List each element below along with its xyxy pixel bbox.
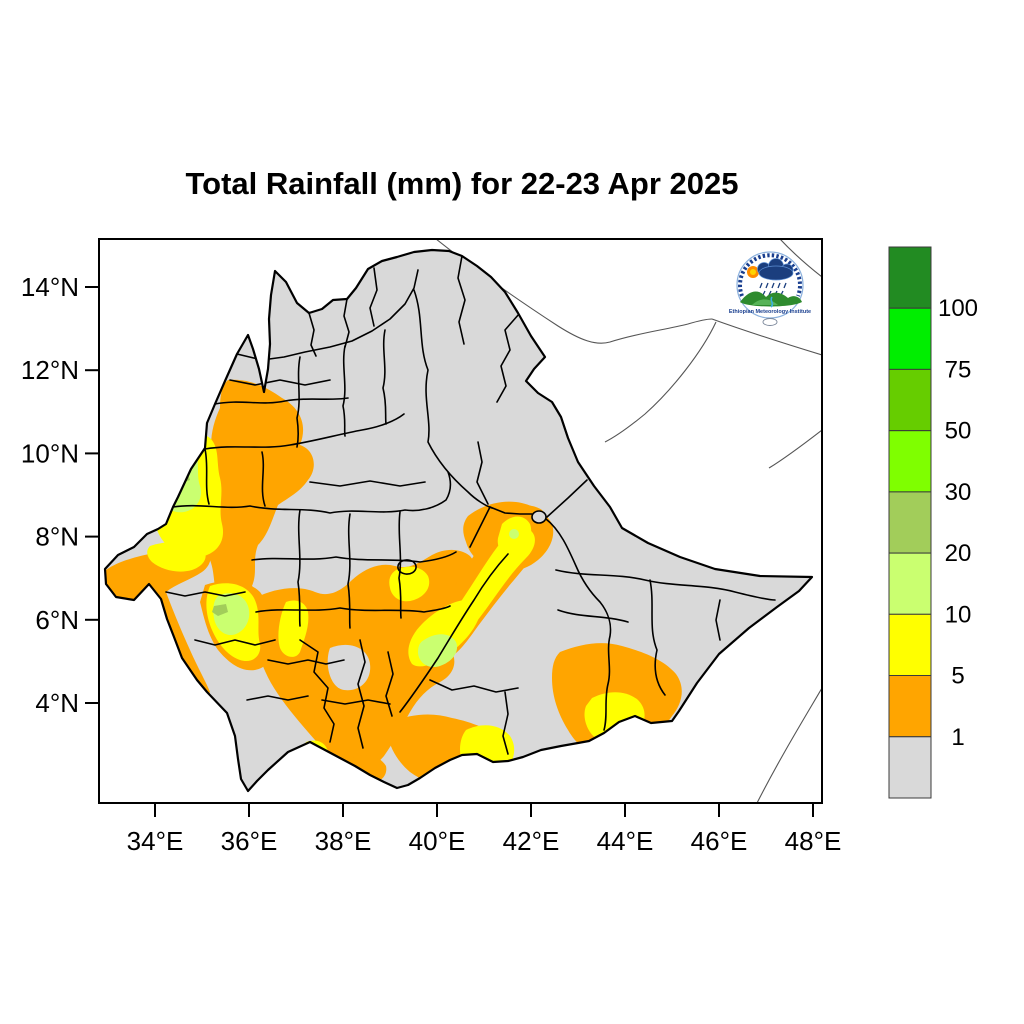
legend-value-label: 100 xyxy=(938,295,978,322)
y-tick-label: 12°N xyxy=(21,355,79,385)
legend-swatch xyxy=(889,737,931,798)
gulf-of-aden-coast-line xyxy=(712,319,822,355)
somalia-coast-line xyxy=(757,688,822,803)
legend-swatch xyxy=(889,614,931,675)
y-tick-label: 8°N xyxy=(35,522,79,552)
rainfall-map-figure: Total Rainfall (mm) for 22-23 Apr 2025 xyxy=(0,0,1024,1024)
logo-emblem-icon xyxy=(763,319,777,326)
x-tick-label: 42°E xyxy=(503,826,560,856)
x-tick-label: 44°E xyxy=(597,826,654,856)
legend-colorbar: 100 75 50 30 20 10 5 1 xyxy=(889,247,978,798)
legend-value-label: 50 xyxy=(945,418,972,445)
legend-swatch xyxy=(889,553,931,614)
x-tick-label: 38°E xyxy=(315,826,372,856)
legend-swatch xyxy=(889,308,931,369)
y-tick-label: 4°N xyxy=(35,688,79,718)
legend-value-label: 1 xyxy=(951,724,964,751)
legend-value-label: 5 xyxy=(951,663,964,690)
y-axis: 14°N 12°N 10°N 8°N 6°N 4°N xyxy=(21,272,99,718)
rain-green-harar-dot xyxy=(509,529,519,539)
rain-core-south-center xyxy=(460,725,514,779)
emi-logo: Ethiopian Meteorology Institute xyxy=(729,252,811,326)
x-tick-label: 48°E xyxy=(785,826,842,856)
legend-swatch xyxy=(889,676,931,737)
legend-value-label: 30 xyxy=(945,479,972,506)
x-tick-label: 46°E xyxy=(691,826,748,856)
harari-enclave xyxy=(532,511,546,523)
chart-title: Total Rainfall (mm) for 22-23 Apr 2025 xyxy=(186,166,739,201)
x-tick-label: 40°E xyxy=(409,826,466,856)
x-tick-label: 36°E xyxy=(221,826,278,856)
somaliland-puntland-border-line xyxy=(769,430,822,468)
legend-value-label: 10 xyxy=(945,601,972,628)
y-tick-label: 14°N xyxy=(21,272,79,302)
rain-green-northwest xyxy=(156,443,201,512)
x-tick-label: 34°E xyxy=(127,826,184,856)
figure-root: Total Rainfall (mm) for 22-23 Apr 2025 xyxy=(0,0,1024,1024)
x-axis: 34°E 36°E 38°E 40°E 42°E 44°E 46°E 48°E xyxy=(127,803,842,856)
legend-swatch xyxy=(889,369,931,430)
y-tick-label: 6°N xyxy=(35,605,79,635)
map-area: Ethiopian Meteorology Institute xyxy=(104,239,822,803)
logo-institute-name: Ethiopian Meteorology Institute xyxy=(729,309,811,315)
legend-swatch xyxy=(889,431,931,492)
djibouti-somaliland-border-line xyxy=(605,322,716,442)
legend-value-label: 75 xyxy=(945,356,972,383)
legend-value-label: 20 xyxy=(945,540,972,567)
y-tick-label: 10°N xyxy=(21,438,79,468)
logo-sun-core-icon xyxy=(750,269,756,275)
legend-swatch xyxy=(889,492,931,553)
legend-swatch xyxy=(889,247,931,308)
